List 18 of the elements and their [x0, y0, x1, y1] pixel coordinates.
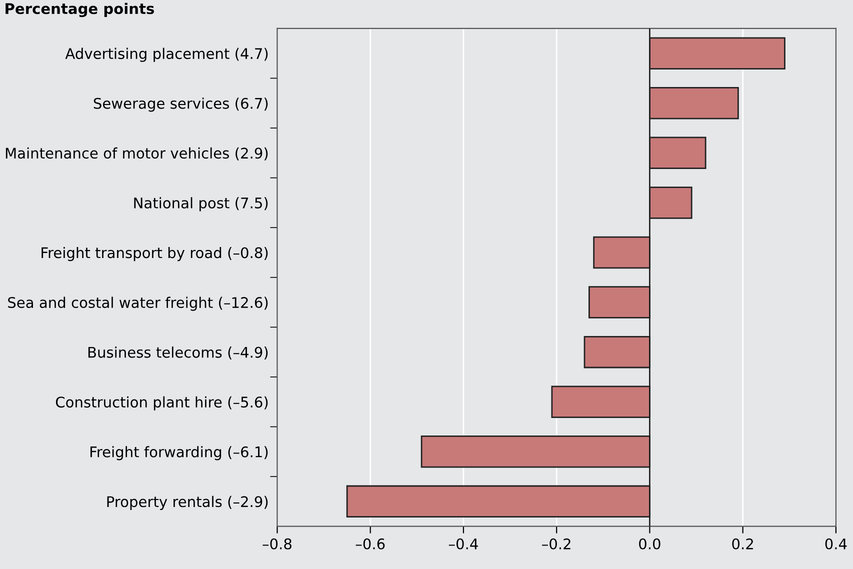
x-tick-label: 0.2: [732, 538, 753, 550]
y-tick-label: Freight forwarding (–6.1): [90, 446, 268, 460]
y-tick-label: Sea and costal water freight (–12.6): [8, 296, 268, 311]
y-tick-label: Business telecoms (–4.9): [88, 346, 268, 360]
y-tick-label: Maintenance of motor vehicles (2.9): [6, 147, 268, 160]
x-tick-label: –0.6: [356, 538, 385, 550]
x-tick-label: 0.4: [825, 538, 847, 550]
y-tick-label: Freight transport by road (–0.8): [42, 246, 268, 262]
x-tick-label: –0.8: [262, 538, 292, 550]
y-tick-label: National post (7.5): [134, 197, 268, 212]
y-tick-label: Construction plant hire (–5.6): [56, 396, 268, 410]
y-tick-label: Advertising placement (4.7): [65, 48, 268, 62]
y-tick-label: Property rentals (–2.9): [107, 496, 268, 510]
x-tick-label: 0.0: [639, 538, 660, 550]
y-tick-label: Sewerage services (6.7): [94, 98, 268, 112]
x-tick-label: –0.2: [542, 538, 570, 550]
text: Percentage points: [6, 2, 154, 18]
x-tick-label: –0.4: [448, 538, 478, 550]
